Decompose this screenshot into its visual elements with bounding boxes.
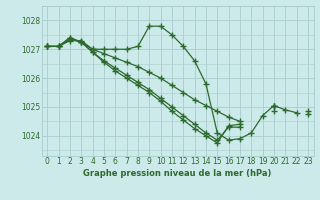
X-axis label: Graphe pression niveau de la mer (hPa): Graphe pression niveau de la mer (hPa) <box>84 169 272 178</box>
